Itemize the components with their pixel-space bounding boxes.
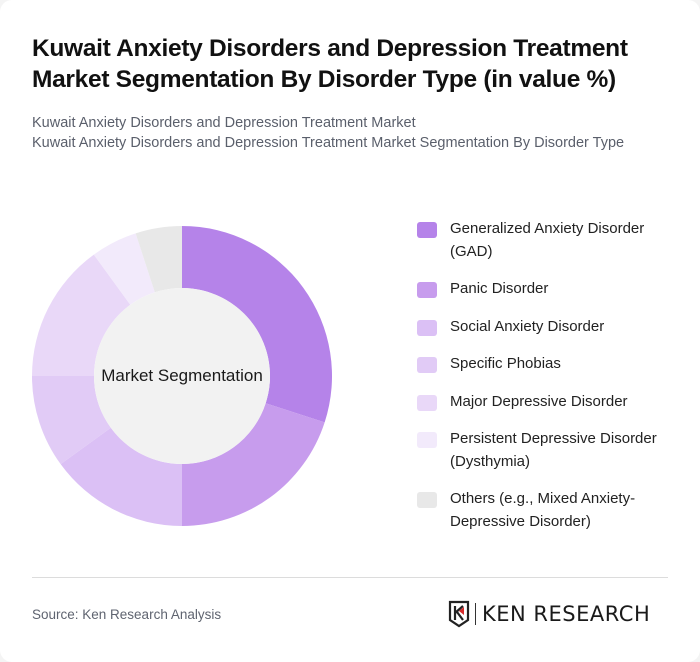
legend-item: Specific Phobias xyxy=(417,353,677,376)
legend-swatch-icon xyxy=(417,492,437,508)
donut-segment xyxy=(182,226,332,423)
legend-swatch-icon xyxy=(417,282,437,298)
chart-subtitle: Kuwait Anxiety Disorders and Depression … xyxy=(32,113,662,153)
ken-research-logo: KEN RESEARCH xyxy=(448,600,651,628)
source-note: Source: Ken Research Analysis xyxy=(32,607,222,622)
chart-title: Kuwait Anxiety Disorders and Depression … xyxy=(32,35,628,93)
legend-item: Major Depressive Disorder xyxy=(417,391,677,414)
donut-segment xyxy=(60,427,182,526)
legend-label: Persistent Depressive Disorder (Dysthymi… xyxy=(450,430,657,470)
ken-research-logo-icon xyxy=(448,600,470,628)
legend-label: Specific Phobias xyxy=(450,355,561,372)
legend-item: Social Anxiety Disorder xyxy=(417,316,677,339)
logo-text: KEN RESEARCH xyxy=(482,602,651,626)
legend-item: Panic Disorder xyxy=(417,278,677,301)
subtitle-line-2: Kuwait Anxiety Disorders and Depression … xyxy=(32,135,625,151)
legend-swatch-icon xyxy=(417,357,437,373)
donut-svg xyxy=(32,226,332,526)
chart-legend: Generalized Anxiety Disorder (GAD) Panic … xyxy=(417,218,677,548)
donut-chart: Market Segmentation xyxy=(32,226,332,526)
donut-segment xyxy=(93,233,155,305)
footer-divider xyxy=(32,577,668,578)
legend-item: Persistent Depressive Disorder (Dysthymi… xyxy=(417,428,677,473)
donut-segment xyxy=(32,254,131,376)
donut-center xyxy=(94,288,270,464)
legend-item: Generalized Anxiety Disorder (GAD) xyxy=(417,218,677,263)
legend-label: Major Depressive Disorder xyxy=(450,392,628,410)
legend-label: Panic Disorder xyxy=(450,280,549,297)
legend-label: Others (e.g., Mixed Anxiety-Depressive D… xyxy=(450,490,636,530)
donut-segment xyxy=(135,226,182,293)
legend-swatch-icon xyxy=(417,432,437,448)
legend-swatch-icon xyxy=(417,394,437,411)
legend-swatch-icon xyxy=(417,222,437,238)
legend-item: Others (e.g., Mixed Anxiety-Depressive D… xyxy=(417,488,677,533)
legend-label: Generalized Anxiety Disorder (GAD) xyxy=(450,220,645,260)
legend-swatch-icon xyxy=(417,319,437,336)
donut-segment xyxy=(32,376,111,465)
donut-segment xyxy=(182,403,325,526)
logo-separator xyxy=(475,603,476,625)
legend-label: Social Anxiety Disorder xyxy=(450,317,605,335)
subtitle-line-1: Kuwait Anxiety Disorders and Depression … xyxy=(32,115,416,131)
